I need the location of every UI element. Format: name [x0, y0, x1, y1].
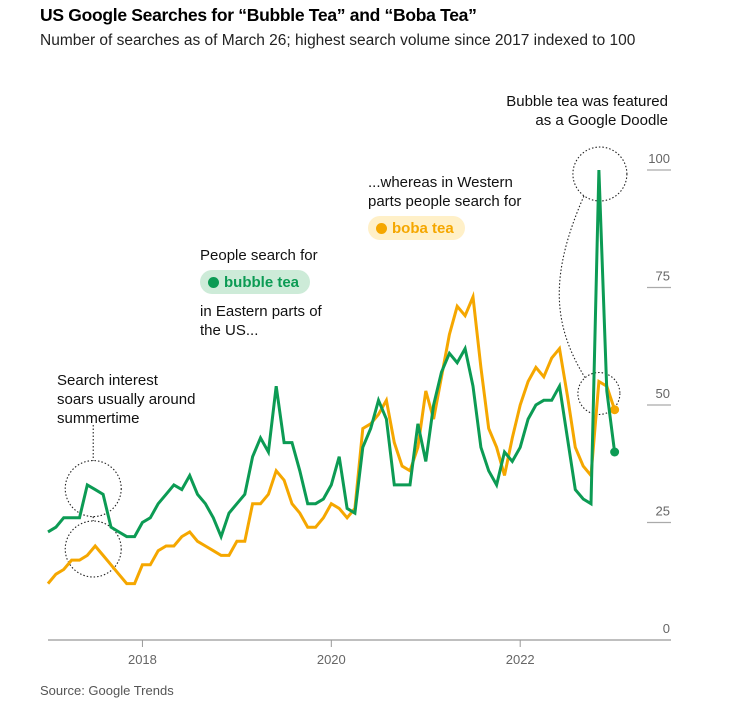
annotation-western: ...whereas in Western parts people searc… [368, 173, 521, 211]
y-tick-label: 75 [656, 269, 670, 284]
callout-circle-doodle-base [577, 371, 621, 416]
legend-bubble-tea-label: bubble tea [224, 273, 300, 291]
annotation-western-line1: ...whereas in Western [368, 174, 513, 191]
series-endpoint-bubble-tea [610, 447, 620, 457]
x-tick-label: 2018 [128, 652, 157, 667]
legend-boba-tea-label: boba tea [392, 219, 454, 237]
bubble-tea-dot-icon [208, 276, 219, 288]
annotation-doodle: Bubble tea was featured as a Google Dood… [484, 92, 668, 130]
legend-boba-tea: boba tea [368, 216, 465, 240]
legend-bubble-tea: bubble tea [200, 270, 311, 294]
callout-circle-summer-bubble [64, 460, 122, 518]
y-axis: 0 25 50 75 100 [647, 151, 671, 636]
annotation-western-line2: parts people search for [368, 193, 522, 210]
callout-connector-doodle [558, 195, 586, 378]
series-group [46, 169, 620, 586]
y-tick-label: 25 [656, 504, 670, 519]
x-tick-label: 2020 [317, 652, 346, 667]
callout-circle-summer-boba [64, 520, 122, 578]
series-line-boba-tea [46, 291, 617, 586]
annotation-summer: Search interest soars usually around sum… [57, 371, 195, 428]
boba-tea-dot-icon [376, 222, 387, 234]
annotation-eastern-prefix: People search for [200, 247, 318, 264]
chart-title: US Google Searches for “Bubble Tea” and … [40, 5, 477, 25]
source-note: Source: Google Trends [40, 683, 174, 698]
annotation-summer-line3: summertime [57, 410, 140, 427]
x-tick-label: 2022 [506, 652, 535, 667]
annotation-eastern-line2: the US... [200, 322, 259, 339]
annotation-eastern-suffix: in Eastern parts of the US... [200, 302, 322, 340]
y-tick-label: 100 [648, 151, 670, 166]
annotation-doodle-line2: as a Google Doodle [535, 112, 668, 129]
series-line-bubble-tea [47, 169, 617, 541]
series-endpoint-boba-tea [610, 405, 620, 415]
chart-subtitle: Number of searches as of March 26; highe… [40, 32, 636, 49]
annotation-doodle-line1: Bubble tea was featured [506, 93, 668, 110]
y-tick-label: 0 [663, 621, 670, 636]
annotation-summer-line2: soars usually around [57, 391, 196, 408]
annotation-eastern-line1: in Eastern parts of [200, 303, 322, 320]
annotation-summer-line1: Search interest [57, 372, 158, 389]
x-axis: 2018 2020 2022 [48, 639, 671, 667]
y-tick-label: 50 [656, 386, 670, 401]
callout-markers [64, 146, 628, 578]
